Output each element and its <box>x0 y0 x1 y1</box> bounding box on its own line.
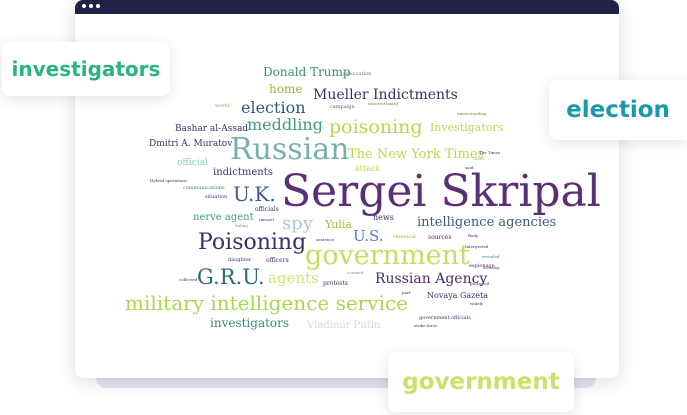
cloud-word: G.R.U. <box>197 265 265 289</box>
cloud-word: home <box>269 82 303 96</box>
cloud-word: chemical <box>393 234 416 240</box>
cloud-word: sources <box>428 234 452 241</box>
cloud-word: The Times <box>479 150 501 155</box>
cloud-word: protested <box>470 281 490 286</box>
window-dot-icon <box>96 4 100 8</box>
cloud-word: Body <box>468 233 479 238</box>
cloud-word: intelligence agencies <box>417 215 557 230</box>
cloud-word: campaign <box>330 104 355 110</box>
cloud-word: espionage <box>469 263 495 269</box>
cloud-word: failing <box>235 223 248 228</box>
cloud-word: officers <box>266 257 289 264</box>
cloud-word: spy <box>282 213 313 234</box>
cloud-word: daughter <box>228 257 252 263</box>
tag-election[interactable]: election <box>549 80 687 140</box>
cloud-word: counted <box>347 270 364 275</box>
cloud-word: Russian Agency <box>375 271 488 287</box>
cloud-word: attack <box>355 164 381 173</box>
cloud-word: official <box>177 158 208 168</box>
cloud-word: protests <box>323 280 348 287</box>
cloud-word: Times <box>472 156 485 161</box>
cloud-word: Dmitri A. Muratov <box>149 139 233 149</box>
tag-investigators[interactable]: investigators <box>2 42 170 96</box>
cloud-word: sentence <box>316 237 335 242</box>
window-controls[interactable] <box>82 4 100 8</box>
cloud-word: election <box>241 98 306 117</box>
cloud-word: situation <box>205 194 228 200</box>
cloud-word: understanding <box>457 111 487 116</box>
cloud-word: military intelligence service <box>125 291 408 315</box>
cloud-word: Vladimir Putin <box>307 320 381 331</box>
cloud-word: communications <box>183 185 225 191</box>
cloud-word: collected <box>179 277 198 282</box>
cloud-word: Bashar al-Assad <box>175 124 249 134</box>
cloud-word: Mueller Indictments <box>313 87 458 103</box>
cloud-word: strike force <box>414 323 438 328</box>
cloud-word: agents <box>268 269 319 287</box>
cloud-word: officials <box>255 206 279 213</box>
tag-government[interactable]: government <box>388 352 574 412</box>
tag-government-label: government <box>402 368 560 395</box>
cloud-word: investigators <box>210 316 290 330</box>
cloud-word: news <box>373 213 394 222</box>
cloud-word: poisoning <box>329 116 423 138</box>
cloud-word: Novaya Gazeta <box>427 291 489 300</box>
cloud-word: Interpreted <box>465 244 489 249</box>
window-titlebar <box>75 0 619 14</box>
cloud-word: meddling <box>247 115 323 134</box>
cloud-word: Russian <box>230 132 350 167</box>
cloud-word: indictments <box>213 167 273 178</box>
cloud-word: selected board <box>368 101 398 106</box>
cloud-word: government <box>305 240 470 271</box>
cloud-word: government officials <box>419 315 471 321</box>
cloud-word: Poisoning <box>198 230 307 255</box>
cloud-word: scrutiny <box>483 265 500 270</box>
cloud-word: association <box>343 71 372 77</box>
cloud-word: said <box>465 165 474 170</box>
tag-investigators-label: investigators <box>11 57 161 81</box>
cloud-word: revealed <box>482 254 500 259</box>
cloud-word: nerve agent <box>193 212 254 223</box>
cloud-word: Donald Trump <box>263 65 351 79</box>
cloud-word: U.K. <box>233 182 276 206</box>
cloud-word: world <box>215 103 230 109</box>
cloud-word: Sergei Skripal <box>281 166 601 217</box>
cloud-word: U.S. <box>353 227 384 245</box>
cloud-word: widely <box>470 301 484 306</box>
cloud-word: Yulia <box>325 218 352 231</box>
word-cloud: Donald Trump association home Mueller In… <box>75 14 619 378</box>
cloud-word: part <box>402 290 411 295</box>
window-dot-icon <box>82 4 86 8</box>
cloud-word: The New York Times <box>348 147 485 162</box>
cloud-word: Hybrid operations <box>150 178 187 183</box>
wordcloud-window: Donald Trump association home Mueller In… <box>75 0 619 378</box>
window-dot-icon <box>89 4 93 8</box>
tag-election-label: election <box>566 96 670 123</box>
cloud-word: turmoil <box>259 217 274 222</box>
cloud-word: Investigators <box>430 121 504 134</box>
